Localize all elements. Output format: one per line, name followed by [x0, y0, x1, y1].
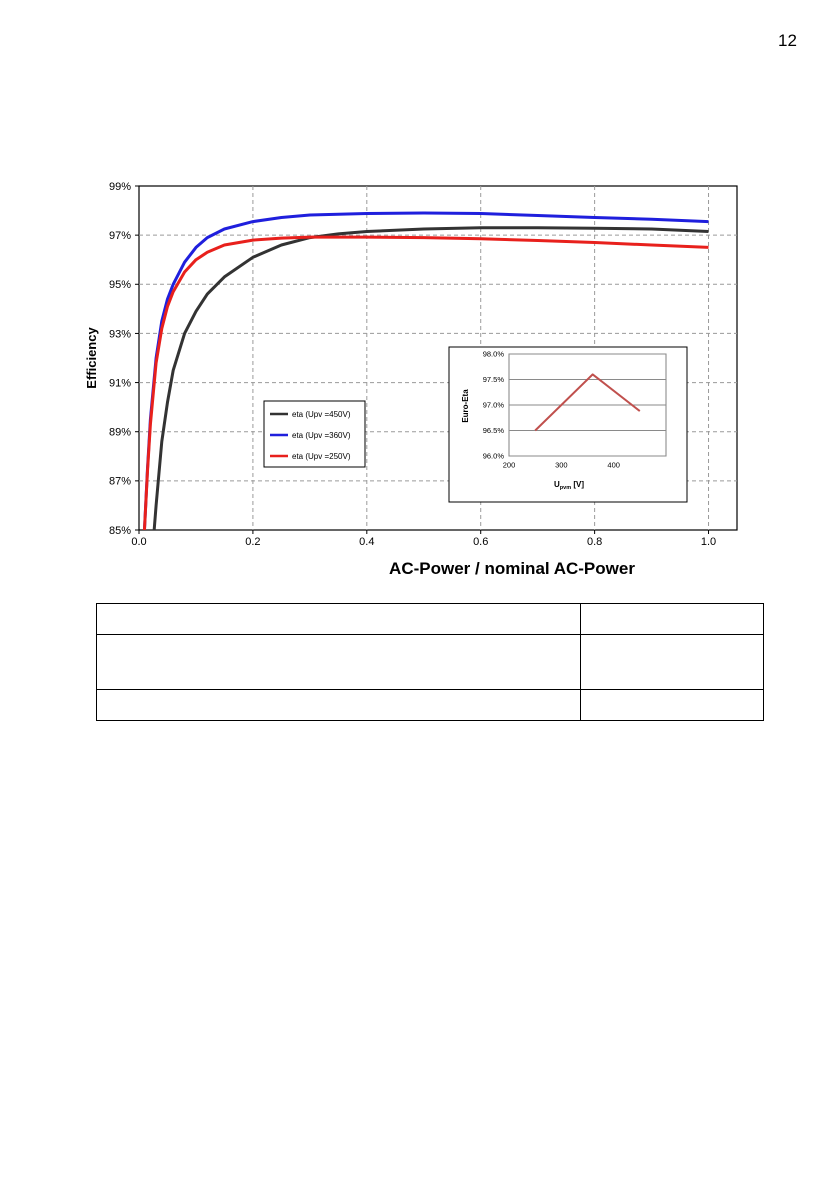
x-tick-label: 1.0	[701, 536, 716, 548]
legend: eta (Upv =450V) eta (Upv =360V) eta (Upv…	[263, 400, 366, 468]
legend-label-450v: eta (Upv =450V)	[292, 410, 351, 419]
x-tick-label: 400	[607, 461, 620, 470]
table-cell	[580, 689, 764, 721]
table-row	[96, 689, 764, 721]
blank-table	[96, 603, 764, 721]
x-tick-label: 0.2	[245, 536, 260, 548]
y-tick-label: 99%	[109, 181, 131, 193]
y-tick-label: 97%	[109, 230, 131, 242]
x-tick-label: 300	[555, 461, 568, 470]
series-line-2	[142, 235, 709, 530]
main-x-axis-label: AC-Power / nominal AC-Power	[389, 559, 635, 578]
table-cell	[96, 603, 581, 635]
y-tick-label: 85%	[109, 525, 131, 537]
legend-label-360v: eta (Upv =360V)	[292, 431, 351, 440]
efficiency-chart: 85% 87% 89% 91% 93% 95% 97% 99% 0.0 0.2 0.4 0.6 0.8 1…	[84, 181, 738, 578]
y-tick-label: 97.0%	[483, 401, 505, 410]
x-tick-label: 200	[503, 461, 516, 470]
table-cell	[96, 634, 581, 690]
y-tick-label: 98.0%	[483, 350, 505, 359]
main-series	[142, 211, 709, 530]
y-tick-label: 87%	[109, 476, 131, 488]
table-cell	[96, 689, 581, 721]
inset-ticks: 96.0% 96.5% 97.0% 97.5% 98.0% 200 300 400	[483, 350, 620, 470]
inset-series	[534, 373, 641, 432]
x-tick-label: 0.6	[473, 536, 488, 548]
inset-y-axis-label: Euro-Eta	[461, 389, 470, 423]
page-number: 12	[778, 31, 797, 50]
table-cell	[580, 634, 764, 690]
table-row	[96, 603, 764, 635]
y-tick-label: 97.5%	[483, 375, 505, 384]
table-row	[96, 634, 764, 690]
y-tick-label: 95%	[109, 279, 131, 291]
inset-chart: 96.0% 96.5% 97.0% 97.5% 98.0% 200 300 400 Euro-…	[448, 346, 688, 503]
table-cell	[580, 603, 764, 635]
main-y-axis-label: Efficiency	[84, 327, 99, 389]
x-tick-label: 0.0	[131, 536, 146, 548]
y-tick-label: 93%	[109, 328, 131, 340]
y-tick-label: 96.5%	[483, 426, 505, 435]
y-tick-label: 89%	[109, 427, 131, 439]
series-line-0	[152, 226, 709, 530]
x-tick-label: 0.8	[587, 536, 602, 548]
x-tick-label: 0.4	[359, 536, 374, 548]
series-line-0	[534, 373, 641, 432]
y-tick-label: 96.0%	[483, 452, 505, 461]
legend-label-250v: eta (Upv =250V)	[292, 452, 351, 461]
inset-x-axis-label: Upvm [V]	[554, 480, 584, 491]
main-ticks: 85% 87% 89% 91% 93% 95% 97% 99% 0.0 0.2 0.4 0.6 0.8 1…	[109, 181, 716, 548]
y-tick-label: 91%	[109, 377, 131, 389]
